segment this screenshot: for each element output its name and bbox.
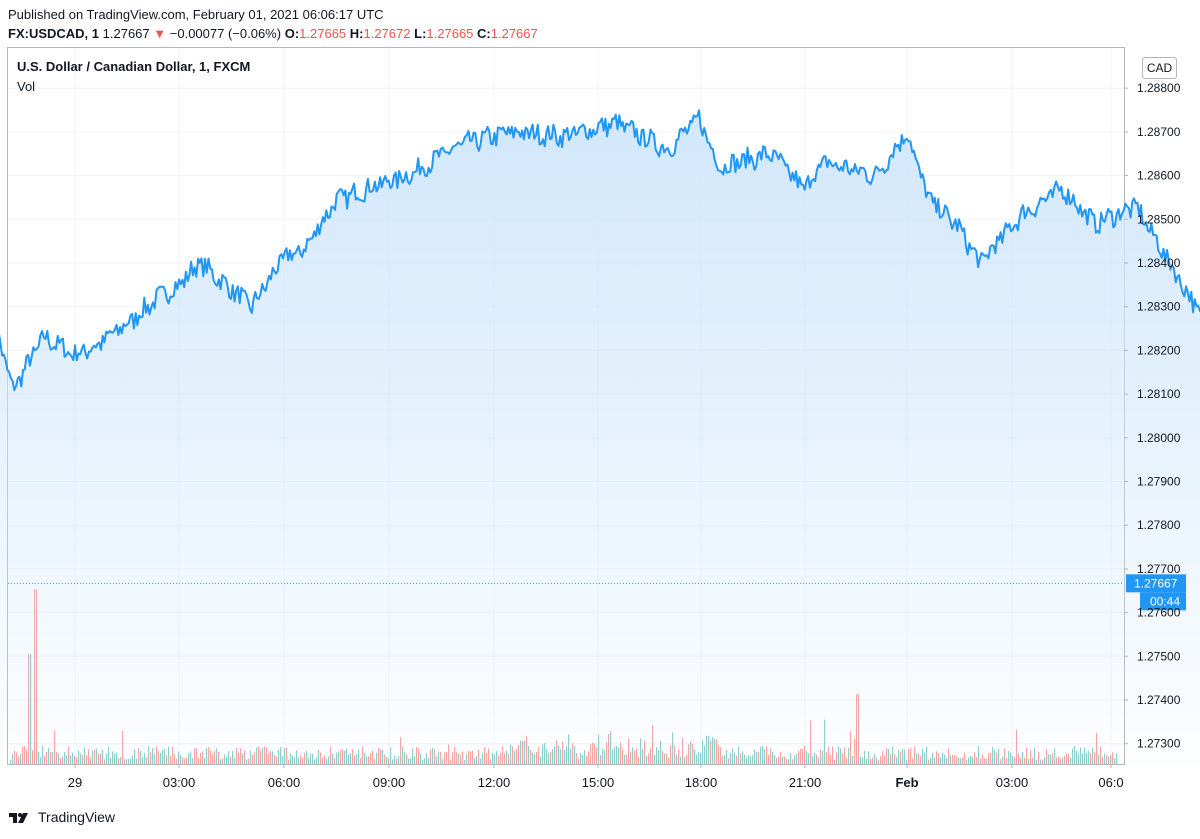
x-tick-label: 06:00 bbox=[268, 775, 301, 790]
tradingview-logo[interactable]: TradingView bbox=[8, 809, 115, 825]
x-tick-label: 03:00 bbox=[996, 775, 1029, 790]
x-tick-label: 15:00 bbox=[582, 775, 615, 790]
x-axis: 29 03:00 06:00 09:00 12:00 15:00 18:00 21:00 Feb… bbox=[68, 764, 1124, 790]
y-tick-label: 1.28500 bbox=[1137, 212, 1181, 226]
y-tick-label: 1.28200 bbox=[1137, 343, 1181, 357]
x-tick-label: 06:0 bbox=[1098, 775, 1123, 790]
y-tick-label: 1.28400 bbox=[1137, 256, 1181, 270]
chart-title: U.S. Dollar / Canadian Dollar, 1, FXCM bbox=[17, 59, 251, 74]
price-area bbox=[0, 109, 1200, 764]
high-label: H: bbox=[349, 26, 364, 41]
last-price: 1.27667 bbox=[102, 26, 150, 41]
last-price-line: 1.27667 00:44 bbox=[8, 574, 1186, 611]
price-tag-label: 1.27667 bbox=[1134, 576, 1178, 590]
symbol[interactable]: FX:USDCAD, 1 bbox=[8, 26, 100, 41]
x-tick-label: 12:00 bbox=[478, 775, 511, 790]
low-value: 1.27665 bbox=[426, 26, 474, 41]
quote-bar: FX:USDCAD, 1 1.27667 ▼ −0.00077 (−0.06%)… bbox=[8, 26, 538, 41]
high-value: 1.27672 bbox=[363, 26, 411, 41]
x-tick-label: 03:00 bbox=[163, 775, 196, 790]
countdown-tag bbox=[1140, 592, 1186, 611]
published-note: Published on TradingView.com, February 0… bbox=[8, 7, 384, 22]
y-axis: 1.28800 1.28700 1.28600 1.28500 1.28400 1.283… bbox=[1124, 81, 1181, 751]
price-area-fill bbox=[0, 110, 1200, 764]
x-tick-label: 18:00 bbox=[685, 775, 718, 790]
price-tag bbox=[1126, 574, 1186, 593]
y-tick-label: 1.28600 bbox=[1137, 169, 1181, 183]
y-tick-label: 1.28000 bbox=[1137, 431, 1181, 445]
tradingview-icon bbox=[9, 813, 28, 823]
branding: TradingView bbox=[38, 809, 116, 825]
low-label: L: bbox=[414, 26, 427, 41]
y-tick-label: 1.27900 bbox=[1137, 475, 1181, 489]
open-value: 1.27665 bbox=[299, 26, 347, 41]
volume-label: Vol bbox=[17, 79, 36, 94]
y-tick-label: 1.27800 bbox=[1137, 518, 1181, 532]
y-tick-label: 1.27300 bbox=[1137, 737, 1181, 751]
y-tick-label: 1.28700 bbox=[1137, 125, 1181, 139]
currency-badge[interactable]: CAD bbox=[1142, 57, 1177, 79]
countdown-label: 00:44 bbox=[1150, 594, 1180, 608]
y-tick-label: 1.27500 bbox=[1137, 649, 1181, 663]
x-tick-label: 21:00 bbox=[789, 775, 822, 790]
y-tick-label: 1.27600 bbox=[1137, 606, 1181, 620]
x-tick-label: 09:00 bbox=[373, 775, 406, 790]
y-tick-label: 1.28300 bbox=[1137, 300, 1181, 314]
open-label: O: bbox=[284, 26, 300, 41]
price-line bbox=[0, 109, 1200, 392]
y-tick-label: 1.28100 bbox=[1137, 387, 1181, 401]
close-value: 1.27667 bbox=[490, 26, 538, 41]
y-tick-label: 1.27400 bbox=[1137, 693, 1181, 707]
y-tick-label: 1.28800 bbox=[1137, 81, 1181, 95]
x-tick-label: 29 bbox=[68, 775, 82, 790]
close-label: C: bbox=[477, 26, 491, 41]
x-tick-label: Feb bbox=[895, 775, 918, 790]
price-change: −0.00077 (−0.06%) bbox=[169, 26, 282, 41]
down-arrow-icon: ▼ bbox=[153, 26, 167, 41]
y-tick-label: 1.27700 bbox=[1137, 562, 1181, 576]
